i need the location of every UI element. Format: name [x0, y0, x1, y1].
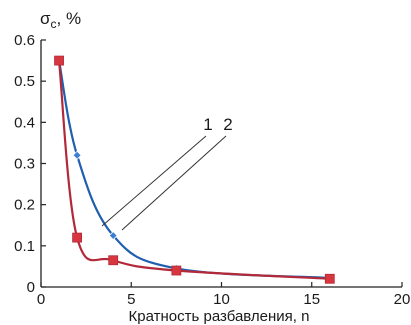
- series-1-leader: [101, 135, 207, 227]
- y-tick-label: 0: [27, 279, 35, 296]
- x-tick-label: 15: [303, 291, 320, 308]
- y-axis-title: σc, %: [40, 9, 81, 31]
- series-1-point: [54, 55, 64, 66]
- series-2-label: 2: [223, 115, 232, 134]
- series-1-point: [72, 232, 82, 243]
- labels: 0 0.1 0.2 0.3 0.4 0.5 0.6 0 5 10 15 20 Кратность раз…: [14, 9, 410, 325]
- series-2-leader: [121, 135, 227, 231]
- y-tick-label: 0.5: [14, 73, 35, 90]
- series-1-label: 1: [203, 115, 212, 134]
- series-1-point: [171, 265, 182, 276]
- x-tick-label: 5: [127, 291, 135, 308]
- series-1-line: [57, 60, 330, 280]
- series-2-point: [72, 150, 82, 160]
- curves: [57, 60, 330, 280]
- x-tick-label: 20: [394, 291, 411, 308]
- x-tick-label: 0: [37, 291, 45, 308]
- y-tick-label: 0.2: [14, 197, 35, 214]
- y-tick-label: 0.4: [14, 114, 35, 131]
- y-tick-label: 0.1: [14, 238, 35, 255]
- x-tick-label: 10: [213, 291, 230, 308]
- series-1-point: [108, 255, 119, 266]
- series-1-point: [324, 273, 335, 284]
- y-tick-label: 0.6: [14, 32, 35, 49]
- series-2-point: [108, 230, 118, 241]
- y-tick-label: 0.3: [14, 156, 35, 173]
- markers: [54, 55, 335, 284]
- axes: [40, 39, 403, 288]
- series-2-line: [57, 60, 330, 280]
- x-axis-title: Кратность разбавления, n: [129, 308, 310, 325]
